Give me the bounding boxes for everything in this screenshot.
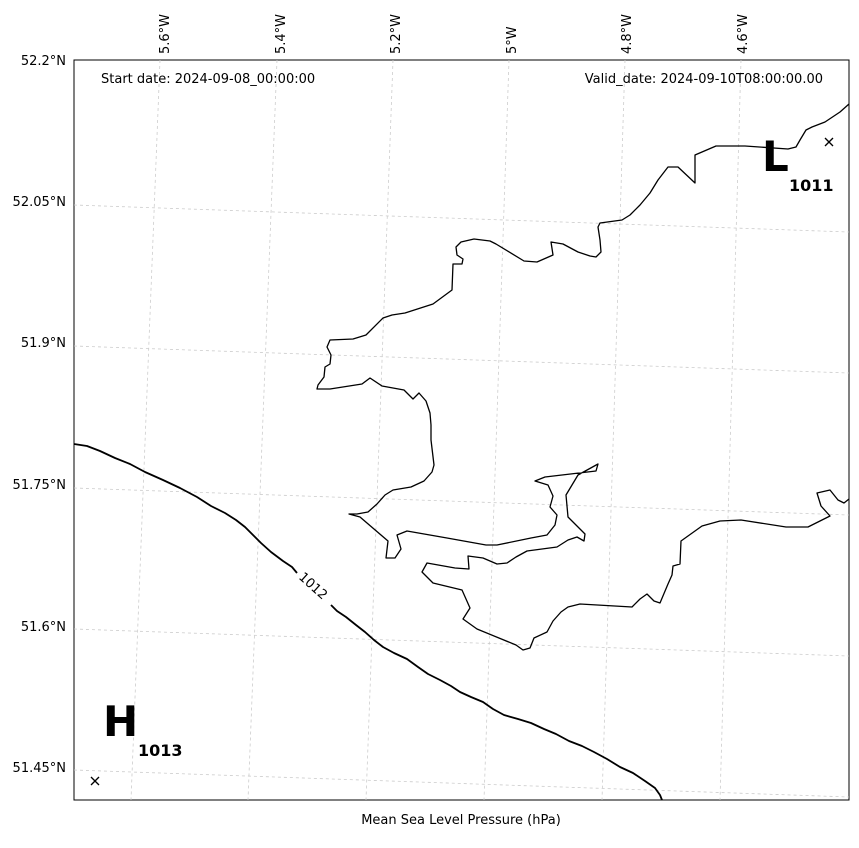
high-letter: H [103,697,138,746]
lon-tick-label: 5°W [505,26,520,54]
map-frame [73,59,850,801]
low-value: 1011 [789,176,834,195]
latitude-labels: 52.2°N 52.05°N 51.9°N 51.75°N 51.6°N 51.… [13,54,66,776]
low-letter: L [762,132,789,181]
isobar-line [73,443,663,801]
lon-tick-label: 5.6°W [158,14,173,54]
lat-tick-label: 52.05°N [13,195,66,210]
longitude-labels: 5.6°W 5.4°W 5.2°W 5°W 4.8°W 4.6°W [158,14,751,54]
lat-tick-label: 51.9°N [21,336,66,351]
x-axis-label: Mean Sea Level Pressure (hPa) [361,813,561,828]
coastline [316,103,850,651]
lat-tick-label: 51.45°N [13,761,66,776]
high-marker-icon [90,776,100,786]
high-pressure-center: H 1013 [90,697,183,786]
low-marker-icon [824,137,834,147]
lon-tick-label: 4.6°W [736,14,751,54]
start-date-label: Start date: 2024-09-08_00:00:00 [101,72,315,87]
low-pressure-center: L 1011 [762,132,834,195]
lon-tick-label: 5.2°W [389,14,404,54]
high-value: 1013 [138,741,183,760]
valid-date-label: Valid_date: 2024-09-10T08:00:00.00 [585,72,823,87]
coastline-main [316,103,850,651]
lat-tick-label: 51.75°N [13,478,66,493]
lat-tick-label: 51.6°N [21,620,66,635]
lon-tick-label: 5.4°W [274,14,289,54]
lon-tick-label: 4.8°W [620,14,635,54]
lat-tick-label: 52.2°N [21,54,66,69]
